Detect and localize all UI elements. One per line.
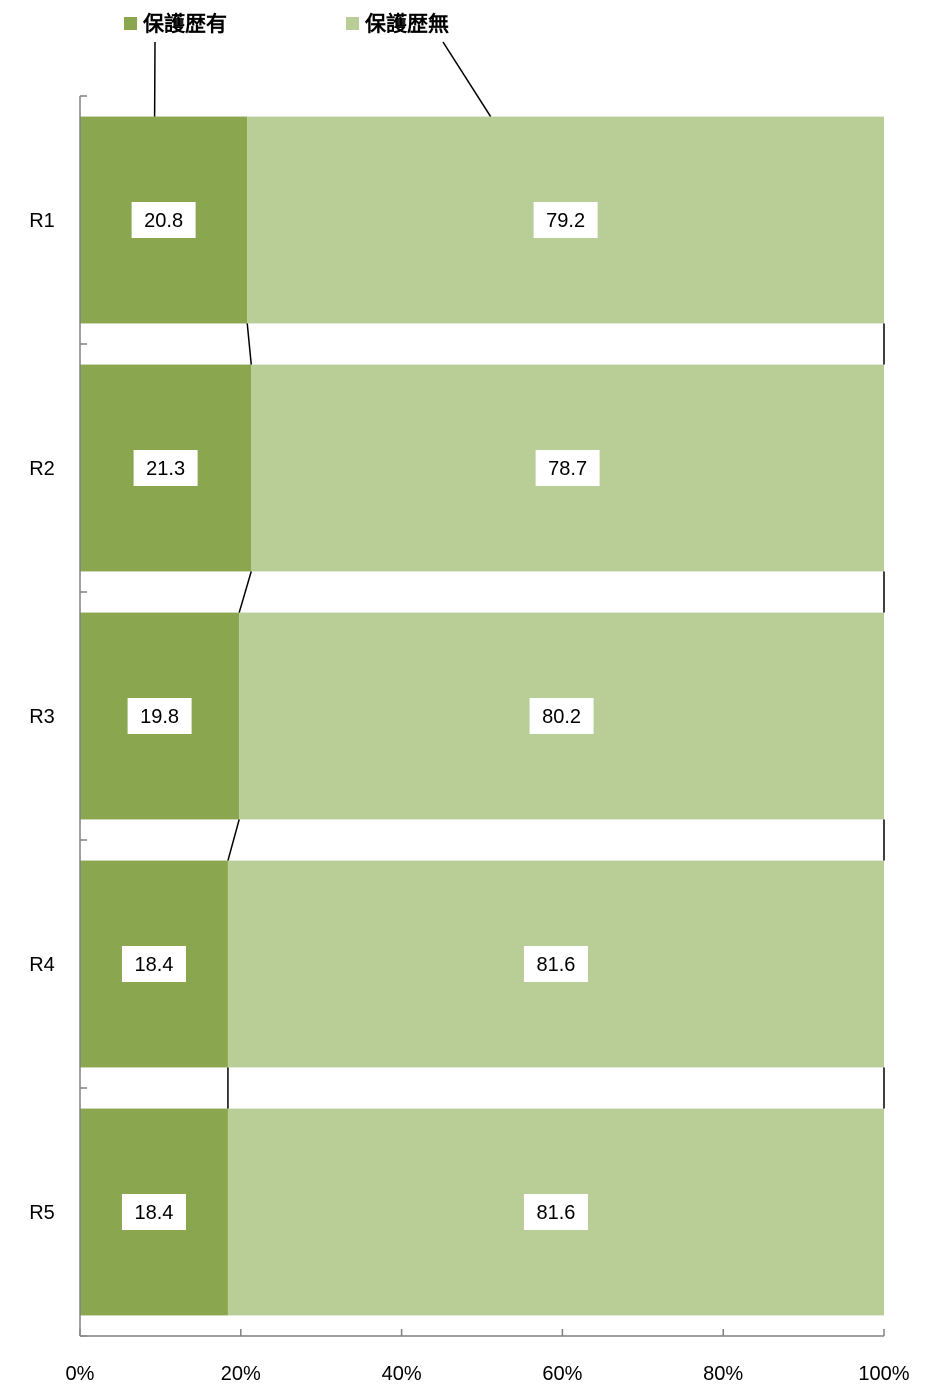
category-label-R1: R1: [29, 210, 55, 232]
category-label-R3: R3: [29, 706, 55, 728]
data-label-R4-series-1: 81.6: [536, 954, 575, 976]
legend-leader-line: [442, 41, 492, 117]
legend-label-with-history: 保護歴有: [143, 12, 227, 36]
data-label-R1-series-1: 79.2: [546, 210, 585, 232]
data-label-R2-series-1: 78.7: [548, 458, 587, 480]
x-tick-label: 60%: [542, 1363, 582, 1385]
data-label-box: [523, 946, 588, 982]
x-tick-label: 40%: [382, 1363, 422, 1385]
legend-item-without-history: 保護歴無: [346, 8, 449, 38]
data-label-R3-series-1: 80.2: [542, 706, 581, 728]
x-tick-label: 20%: [221, 1363, 261, 1385]
data-label-box: [131, 202, 196, 238]
data-label-R1-series-0: 20.8: [144, 210, 183, 232]
data-label-R3-series-0: 19.8: [140, 706, 179, 728]
series-line: [238, 571, 252, 613]
data-label-R5-series-0: 18.4: [134, 1202, 173, 1224]
data-label-box: [535, 450, 600, 486]
data-label-R4-series-0: 18.4: [134, 954, 173, 976]
series-line: [227, 819, 240, 861]
data-label-box: [523, 1194, 588, 1230]
legend-label-without-history: 保護歴無: [365, 12, 449, 36]
legend-swatch-with-history: [124, 16, 137, 30]
legend-swatch-without-history: [346, 16, 359, 30]
category-label-R2: R2: [29, 458, 55, 480]
data-label-box: [121, 1194, 186, 1230]
legend-item-with-history: 保護歴有: [124, 8, 227, 38]
data-label-box: [533, 202, 598, 238]
series-line: [246, 323, 252, 365]
data-label-R2-series-0: 21.3: [146, 458, 185, 480]
data-label-box: [121, 946, 186, 982]
category-label-R5: R5: [29, 1202, 55, 1224]
x-tick-label: 80%: [703, 1363, 743, 1385]
data-label-box: [127, 698, 192, 734]
data-label-R5-series-1: 81.6: [536, 1202, 575, 1224]
category-label-R4: R4: [29, 954, 55, 976]
data-label-box: [529, 698, 594, 734]
data-label-box: [133, 450, 198, 486]
x-tick-label: 0%: [66, 1363, 95, 1385]
x-tick-label: 100%: [858, 1363, 909, 1385]
